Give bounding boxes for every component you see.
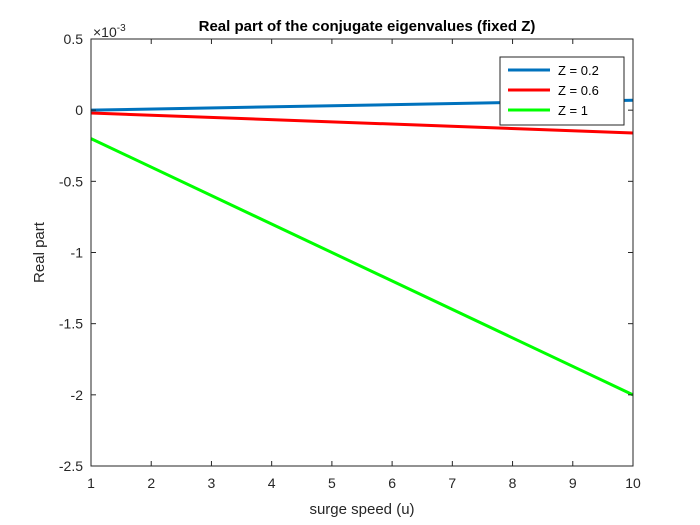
y-tick-label: -2 bbox=[71, 387, 84, 403]
x-tick-label: 3 bbox=[208, 475, 216, 491]
tick-layer: 1 2 3 4 5 6 7 8 9 10 0.5 0 -0.5 -1 -1.5 -2 -2.5 bbox=[59, 31, 641, 491]
x-tick-label: 10 bbox=[625, 475, 641, 491]
chart-title: Real part of the conjugate eigenvalues (… bbox=[199, 18, 536, 35]
y-tick-label: -2.5 bbox=[59, 458, 83, 474]
y-tick-label: 0 bbox=[75, 102, 83, 118]
x-tick-label: 2 bbox=[147, 475, 155, 491]
legend: Z = 0.2 Z = 0.6 Z = 1 bbox=[499, 56, 625, 126]
legend-items: Z = 0.2 Z = 0.6 Z = 1 bbox=[508, 63, 599, 118]
legend-label-2: Z = 0.6 bbox=[558, 83, 599, 98]
y-axis-label: Real part bbox=[31, 221, 48, 283]
legend-label-3: Z = 1 bbox=[558, 103, 588, 118]
y-tick-label: -1.5 bbox=[59, 316, 83, 332]
x-axis-label: surge speed (u) bbox=[309, 501, 414, 518]
x-tick-label: 7 bbox=[448, 475, 456, 491]
y-axis-exponent: ×10-3 bbox=[93, 23, 126, 40]
y-axis-exponent-base: ×10 bbox=[93, 24, 117, 40]
series-line-3 bbox=[90, 137, 634, 397]
legend-label-1: Z = 0.2 bbox=[558, 63, 599, 78]
x-tick-label: 1 bbox=[87, 475, 95, 491]
y-axis-exponent-power: -3 bbox=[117, 23, 126, 34]
x-tick-label: 5 bbox=[328, 475, 336, 491]
x-tick-label: 9 bbox=[569, 475, 577, 491]
y-tick-label: -0.5 bbox=[59, 173, 83, 189]
y-tick-label: -1 bbox=[71, 245, 84, 261]
x-tick-label: 8 bbox=[509, 475, 517, 491]
series-line-2 bbox=[90, 111, 634, 135]
y-tick-label: 0.5 bbox=[64, 31, 84, 47]
x-tick-label: 4 bbox=[268, 475, 276, 491]
x-tick-label: 6 bbox=[388, 475, 396, 491]
